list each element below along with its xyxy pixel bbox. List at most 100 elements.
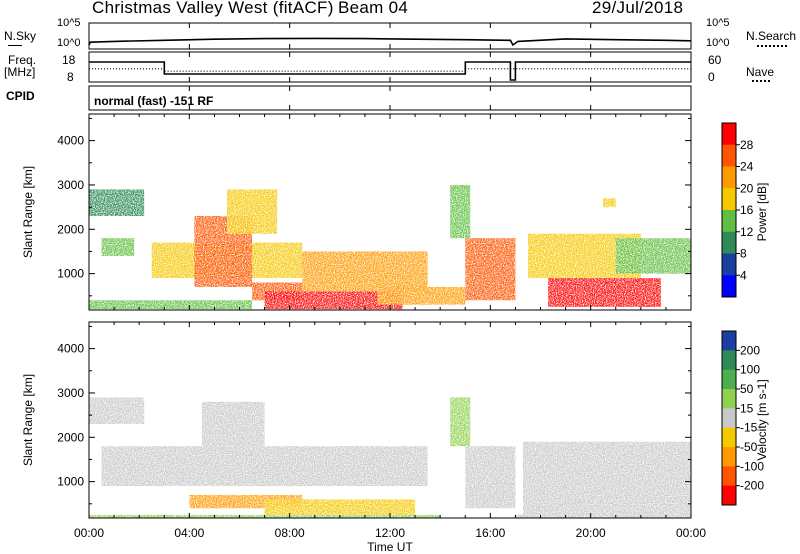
time-tick-4: 16:00 — [475, 526, 505, 540]
power-colorbar-tick-4: 12 — [740, 225, 754, 239]
cpid-mode: normal (fast) -151 RF — [94, 94, 214, 108]
power-range-tick-2: 3000 — [57, 178, 84, 192]
power-colorbar-tick-1: 24 — [740, 160, 754, 174]
velocity-region-4 — [264, 499, 416, 515]
time-tick-5: 20:00 — [576, 526, 606, 540]
nsky-tick-high: 10^5 — [57, 17, 81, 29]
power-colorbar-swatch-7 — [722, 275, 736, 298]
power-colorbar-tick-2: 20 — [740, 181, 754, 195]
nsky-label: N.Sky — [4, 29, 37, 43]
velocity-region-9 — [515, 514, 691, 518]
power-colorbar-swatch-0 — [722, 123, 736, 146]
nsearch-tick-low: 10^0 — [706, 37, 730, 49]
power-colorbar-tick-0: 28 — [740, 138, 754, 152]
power-colorbar-tick-3: 16 — [740, 203, 754, 217]
power-colorbar-swatch-2 — [722, 166, 736, 189]
velocity-region-8 — [522, 441, 691, 515]
power-colorbar-swatch-3 — [722, 188, 736, 211]
power-colorbar-swatch-5 — [722, 231, 736, 254]
velocity-colorbar-tick-0: 200 — [740, 343, 760, 357]
freq-tick-low: 8 — [67, 70, 74, 84]
power-region-10 — [465, 238, 516, 301]
cpid-label: CPID — [6, 89, 35, 103]
velocity-heatmap — [89, 397, 691, 518]
velocity-region-0 — [89, 397, 145, 424]
freq-tick-high: 18 — [62, 53, 76, 67]
velocity-colorbar-tick-1: 100 — [740, 363, 760, 377]
power-range-tick-1: 2000 — [57, 222, 84, 236]
power-colorbar-swatch-4 — [722, 210, 736, 233]
nave-label: Nave — [746, 65, 775, 79]
power-region-11 — [450, 184, 471, 239]
freq-label: Freq. — [8, 53, 37, 67]
velocity-colorbar-tick-3: 15 — [740, 401, 754, 415]
power-region-15 — [603, 198, 616, 208]
velocity-colorbar-tick-5: -50 — [740, 440, 758, 454]
colorbars: 28 24 20 16 12 8 4 200 100 50 15 -15 -50 -100 -200 — [721, 122, 764, 506]
nsky-legend-line — [8, 45, 22, 46]
velocity-colorbar-swatch-7 — [722, 466, 736, 487]
velocity-colorbar-swatch-2 — [722, 369, 736, 390]
velocity-colorbar-swatch-0 — [722, 331, 736, 351]
nsky-tick-low: 10^0 — [57, 37, 81, 49]
axes: 00:00 04:00 08:00 12:00 16:00 20:00 00:00 1000 2… — [57, 23, 706, 540]
velocity-region-6 — [465, 446, 516, 509]
date-label: 29/Jul/2018 — [592, 0, 684, 17]
power-region-8 — [302, 251, 428, 292]
time-axis-label: Time UT — [367, 540, 413, 554]
nave-legend-line — [752, 80, 770, 82]
nsearch-legend-line — [757, 45, 787, 47]
power-colorbar-tick-6: 4 — [740, 268, 747, 282]
power-region-0 — [89, 189, 145, 216]
power-region-1 — [101, 238, 135, 256]
velocity-range-tick-0: 1000 — [57, 475, 84, 489]
freq-series — [89, 61, 691, 81]
velocity-colorbar-swatch-6 — [722, 447, 736, 467]
velocity-colorbar-swatch-5 — [722, 427, 736, 448]
beam-label: Beam 04 — [338, 0, 409, 17]
power-region-13 — [548, 278, 661, 307]
power-colorbar-swatch-1 — [722, 144, 736, 167]
velocity-colorbar-tick-4: -15 — [740, 421, 758, 435]
freq-unit-label: [MHz] — [4, 65, 36, 79]
power-range-tick-0: 1000 — [57, 267, 84, 281]
station-title: Christmas Valley West (fitACF) — [92, 0, 334, 17]
power-range-tick-3: 4000 — [57, 134, 84, 148]
power-region-9 — [377, 286, 466, 305]
nsky-line — [88, 37, 692, 47]
nave-line — [89, 68, 691, 72]
time-tick-0: 00:00 — [74, 526, 104, 540]
velocity-range-tick-3: 4000 — [57, 342, 84, 356]
power-ylabel: Slant Range [km] — [21, 166, 35, 258]
nsearch-label: N.Search — [746, 29, 797, 43]
power-region-5 — [226, 189, 278, 234]
nsky-series — [88, 37, 692, 47]
velocity-colorbar-swatch-8 — [722, 485, 736, 506]
velocity-region-2 — [201, 401, 265, 447]
velocity-colorbar-swatch-1 — [722, 350, 736, 371]
time-tick-3: 12:00 — [375, 526, 405, 540]
velocity-ylabel: Slant Range [km] — [21, 374, 35, 466]
velocity-colorbar-swatch-4 — [722, 408, 736, 429]
time-tick-1: 04:00 — [174, 526, 204, 540]
power-region-7 — [264, 291, 403, 310]
power-colorbar-tick-5: 8 — [740, 247, 747, 261]
nave-tick-low: 0 — [708, 70, 715, 84]
time-tick-6: 00:00 — [676, 526, 706, 540]
velocity-colorbar-tick-6: -100 — [740, 459, 764, 473]
velocity-range-tick-2: 3000 — [57, 386, 84, 400]
power-region-2 — [89, 300, 253, 310]
freq-line — [89, 61, 691, 81]
nave-tick-high: 60 — [708, 53, 722, 67]
velocity-colorbar-label: Velocity [m s-1] — [755, 379, 769, 460]
velocity-colorbar-tick-7: -200 — [740, 479, 764, 493]
velocity-colorbar-tick-2: 50 — [740, 382, 754, 396]
power-region-14 — [615, 238, 691, 274]
power-colorbar-label: Power [dB] — [755, 183, 769, 242]
velocity-region-7 — [450, 397, 471, 447]
velocity-range-tick-1: 2000 — [57, 430, 84, 444]
nsearch-tick-high: 10^5 — [706, 17, 730, 29]
time-tick-2: 08:00 — [275, 526, 305, 540]
power-colorbar-swatch-6 — [722, 253, 736, 276]
